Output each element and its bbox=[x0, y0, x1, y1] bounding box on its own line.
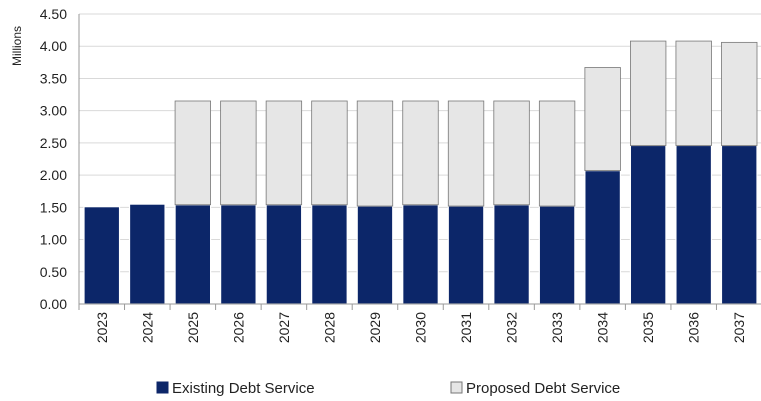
bar-proposed-2033 bbox=[538, 100, 576, 207]
bar-proposed-2031 bbox=[447, 100, 485, 207]
bar-existing-2031 bbox=[447, 205, 485, 305]
bar-existing-2034 bbox=[584, 170, 622, 305]
legend-swatch-existing bbox=[156, 381, 169, 394]
x-tick-label: 2027 bbox=[276, 312, 292, 343]
y-tick-label: 2.00 bbox=[40, 167, 67, 183]
x-tick-label: 2035 bbox=[640, 312, 656, 343]
bar-proposed-2027 bbox=[265, 100, 303, 206]
bar-existing-2027 bbox=[265, 204, 303, 305]
bar-existing-2032 bbox=[493, 204, 530, 305]
bar-existing-2033 bbox=[538, 205, 576, 305]
x-tick-label: 2030 bbox=[413, 312, 429, 343]
x-tick-label: 2028 bbox=[321, 312, 337, 343]
x-tick-label: 2029 bbox=[367, 312, 383, 343]
y-tick-label: 1.00 bbox=[40, 232, 67, 248]
bar-existing-2025 bbox=[174, 204, 212, 305]
bar-existing-2035 bbox=[629, 144, 667, 305]
x-tick-label: 2034 bbox=[595, 312, 611, 343]
bar-proposed-2035 bbox=[630, 40, 667, 146]
x-tick-label: 2026 bbox=[230, 312, 246, 343]
bar-proposed-2029 bbox=[356, 100, 394, 207]
bar-proposed-2028 bbox=[311, 100, 348, 206]
y-tick-label: 0.50 bbox=[40, 264, 67, 280]
y-tick-label: 3.00 bbox=[40, 103, 67, 119]
y-tick-label: 0.00 bbox=[40, 296, 67, 312]
x-tick-label: 2024 bbox=[139, 312, 155, 343]
bar-existing-2024 bbox=[128, 203, 166, 305]
bar-existing-2030 bbox=[402, 204, 439, 305]
bar-proposed-2037 bbox=[721, 41, 758, 146]
bar-existing-2023 bbox=[83, 206, 121, 305]
y-tick-label: 2.50 bbox=[40, 135, 67, 151]
x-tick-label: 2032 bbox=[504, 312, 520, 343]
y-tick-label: 4.50 bbox=[40, 6, 67, 22]
x-tick-label: 2031 bbox=[458, 312, 474, 343]
bar-existing-2029 bbox=[356, 205, 394, 305]
y-tick-label: 3.50 bbox=[40, 70, 67, 86]
bar-proposed-2036 bbox=[675, 40, 712, 146]
bar-proposed-2026 bbox=[220, 100, 257, 206]
x-tick-label: 2036 bbox=[686, 312, 702, 343]
bars bbox=[83, 40, 758, 305]
x-tick-label: 2033 bbox=[549, 312, 565, 343]
bar-existing-2036 bbox=[675, 144, 713, 305]
bar-existing-2028 bbox=[311, 204, 348, 305]
bar-proposed-2025 bbox=[174, 100, 212, 206]
bar-existing-2026 bbox=[220, 204, 257, 305]
legend-label-proposed: Proposed Debt Service bbox=[466, 380, 620, 397]
bar-proposed-2034 bbox=[584, 67, 621, 171]
legend-swatch-proposed bbox=[450, 381, 463, 394]
y-axis-title: Millions bbox=[10, 26, 24, 66]
x-tick-label: 2025 bbox=[185, 312, 201, 343]
legend-label-existing: Existing Debt Service bbox=[172, 380, 315, 397]
legend: Existing Debt Service Proposed Debt Servi… bbox=[156, 380, 620, 397]
bar-proposed-2032 bbox=[493, 100, 530, 206]
axes: 0.00 0.50 1.00 1.50 2.00 2.50 3.00 3.50 4.00 4.50… bbox=[40, 6, 761, 343]
y-tick-label: 4.00 bbox=[40, 38, 67, 54]
bar-existing-2037 bbox=[720, 144, 758, 305]
x-tick-label: 2023 bbox=[94, 312, 110, 343]
x-tick-label: 2037 bbox=[731, 312, 747, 343]
bar-proposed-2030 bbox=[402, 100, 439, 206]
y-tick-label: 1.50 bbox=[40, 199, 67, 215]
